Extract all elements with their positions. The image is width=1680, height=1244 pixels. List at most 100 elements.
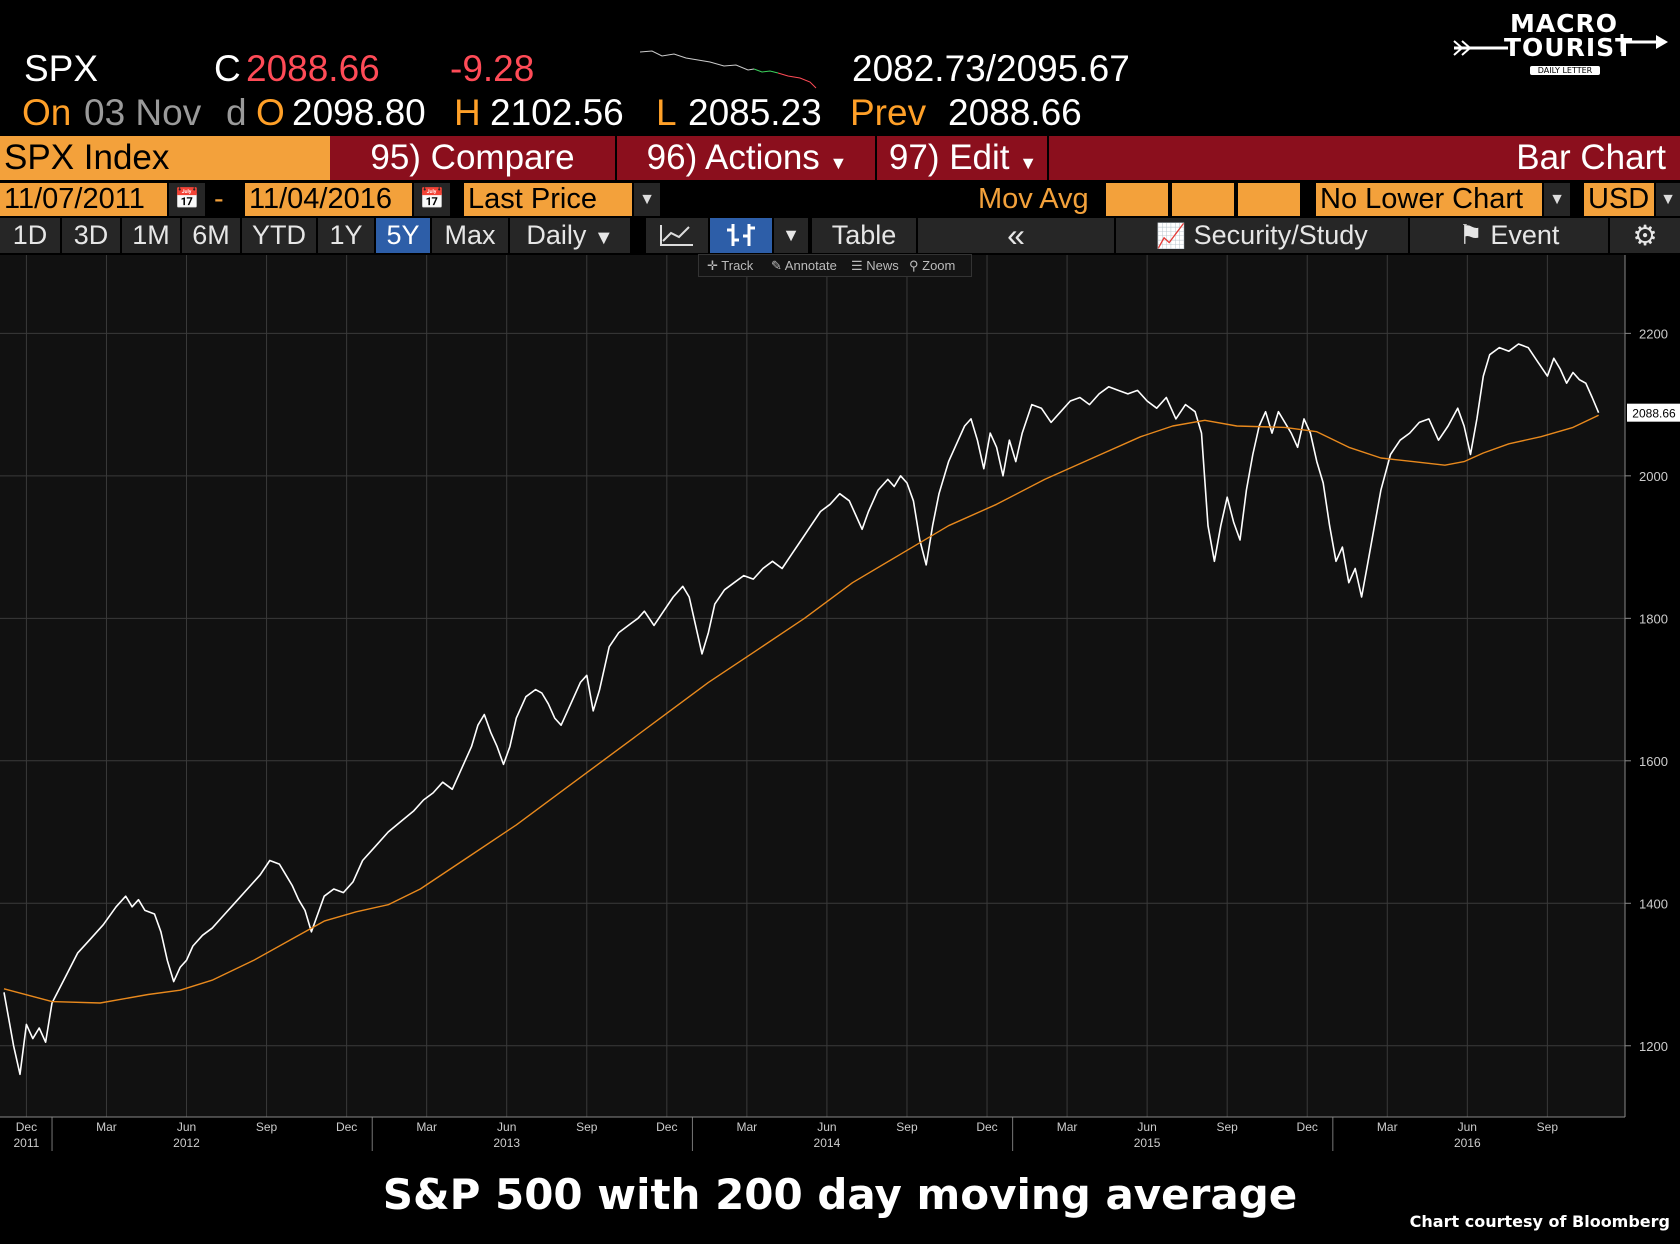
range-1m-button[interactable]: 1M — [122, 218, 180, 253]
event-label: Event — [1490, 220, 1560, 250]
start-date-field[interactable]: 11/07/2011 — [0, 183, 167, 216]
x-year-label: 2013 — [493, 1136, 520, 1150]
y-tick-label: 1400 — [1639, 896, 1668, 911]
x-month-label: Dec — [1297, 1120, 1318, 1134]
edit-label: 97) Edit — [888, 138, 1010, 177]
macro-tourist-logo: MACRO TOURIST DAILY LETTER — [1450, 11, 1670, 84]
table-button[interactable]: Table — [812, 218, 916, 253]
news-label: News — [866, 258, 899, 273]
x-month-label: Sep — [1216, 1120, 1238, 1134]
x-month-label: Dec — [16, 1120, 37, 1134]
range-3d-button[interactable]: 3D — [62, 218, 120, 253]
quote-date: 03 Nov — [84, 92, 202, 133]
y-tick-label: 2000 — [1639, 469, 1668, 484]
collapse-button[interactable]: « — [918, 218, 1114, 253]
chevron-down-icon[interactable]: ▼ — [1544, 183, 1570, 216]
field-selector[interactable]: Last Price — [464, 183, 632, 216]
high-label: H — [454, 92, 481, 133]
logo-line-2: TOURIST — [1504, 33, 1634, 62]
range-toolbar: 1D 3D 1M 6M YTD 1Y 5Y Max Daily ▼ ▼ Tabl… — [0, 218, 1680, 255]
date-separator: - — [214, 183, 224, 215]
chevron-down-icon: ▼ — [593, 227, 614, 249]
chevron-down-icon[interactable]: ▼ — [634, 183, 660, 216]
line-chart-icon[interactable] — [646, 218, 708, 253]
range-6m-button[interactable]: 6M — [182, 218, 240, 253]
gear-icon[interactable]: ⚙ — [1610, 218, 1680, 253]
edit-menu[interactable]: 97) Edit ▼ — [879, 136, 1049, 180]
annotate-tool[interactable]: ✎ Annotate — [771, 258, 837, 273]
frequency-dropdown[interactable]: Daily ▼ — [510, 218, 630, 253]
x-month-label: Sep — [256, 1120, 278, 1134]
range-max-button[interactable]: Max — [432, 218, 508, 253]
x-month-label: Mar — [1377, 1120, 1398, 1134]
chevron-down-icon: ▼ — [829, 153, 848, 173]
arrow-head-icon — [1620, 34, 1668, 52]
y-tick-label: 1800 — [1639, 611, 1668, 626]
study-param-1[interactable] — [1106, 183, 1168, 216]
x-month-label: Sep — [896, 1120, 918, 1134]
price-chart[interactable]: 1200 1400 1600 1800 2000 2200 Dec Mar Jun Sep Dec M… — [0, 255, 1680, 1155]
security-study-button[interactable]: 📈 Security/Study — [1116, 218, 1408, 253]
chart-credit: Chart courtesy of Bloomberg — [1409, 1212, 1670, 1231]
last-value-tag — [1627, 403, 1680, 422]
x-month-label: Mar — [1057, 1120, 1078, 1134]
calendar-icon[interactable]: 📅 — [414, 183, 450, 216]
moving-average-line — [3, 414, 1599, 1004]
range-5y-button[interactable]: 5Y — [376, 218, 430, 253]
event-button[interactable]: ⚑ Event — [1410, 218, 1608, 253]
ticker: SPX — [24, 48, 99, 89]
d-label: d — [226, 92, 247, 133]
actions-menu[interactable]: 96) Actions ▼ — [619, 136, 877, 180]
x-year-label: 2016 — [1454, 1136, 1481, 1150]
on-label: On — [22, 92, 72, 133]
chart-type-label[interactable]: Bar Chart — [1516, 138, 1666, 177]
chevron-down-icon: ▼ — [1019, 153, 1038, 173]
low-price: 2085.23 — [688, 92, 822, 133]
currency-selector[interactable]: USD — [1584, 183, 1654, 216]
end-date-field[interactable]: 11/04/2016 — [245, 183, 412, 216]
x-month-label: Sep — [576, 1120, 598, 1134]
security-study-label: Security/Study — [1193, 220, 1368, 250]
x-month-label: Sep — [1537, 1120, 1559, 1134]
lower-chart-selector[interactable]: No Lower Chart — [1316, 183, 1542, 216]
y-tick-label: 1600 — [1639, 754, 1668, 769]
close-label: C — [214, 48, 241, 89]
chart-caption: S&P 500 with 200 day moving average — [382, 1170, 1298, 1219]
y-tick-label: 1200 — [1639, 1039, 1668, 1054]
chevron-down-icon[interactable]: ▼ — [1656, 183, 1680, 216]
zoom-tool[interactable]: ⚲ Zoom — [909, 258, 956, 273]
range-1d-button[interactable]: 1D — [0, 218, 60, 253]
flag-icon: ⚑ — [1458, 220, 1483, 250]
study-param-2[interactable] — [1172, 183, 1234, 216]
last-value-label: 2088.66 — [1632, 407, 1676, 421]
news-tool[interactable]: ☰ News — [851, 258, 899, 273]
annotate-label: Annotate — [784, 258, 837, 273]
arrow-tail-icon — [1453, 40, 1508, 56]
sparkline-icon — [640, 50, 817, 89]
chevron-down-icon[interactable]: ▼ — [774, 218, 808, 253]
x-year-label: 2014 — [814, 1136, 841, 1150]
study-param-3[interactable] — [1238, 183, 1300, 216]
x-month-label: Mar — [416, 1120, 437, 1134]
bar-chart-icon[interactable] — [710, 218, 772, 253]
range-1y-button[interactable]: 1Y — [318, 218, 374, 253]
calendar-icon[interactable]: 📅 — [169, 183, 205, 216]
x-month-label: Jun — [817, 1120, 836, 1134]
menu-bar: SPX Index 95) Compare 96) Actions ▼ 97) … — [0, 136, 1680, 180]
prev-label: Prev — [850, 92, 927, 133]
x-month-label: Jun — [1458, 1120, 1477, 1134]
compare-button[interactable]: 95) Compare — [330, 136, 617, 180]
track-tool[interactable]: ✛ Track — [707, 258, 754, 273]
y-tick-label: 2200 — [1639, 326, 1668, 341]
zoom-label: Zoom — [922, 258, 956, 273]
open-label: O — [256, 92, 285, 133]
x-year-label: 2011 — [14, 1136, 40, 1150]
frequency-label: Daily — [526, 220, 587, 250]
range-ytd-button[interactable]: YTD — [242, 218, 316, 253]
low-label: L — [656, 92, 677, 133]
x-month-label: Dec — [336, 1120, 357, 1134]
actions-label: 96) Actions — [646, 138, 820, 177]
x-month-label: Dec — [656, 1120, 677, 1134]
security-field[interactable]: SPX Index — [0, 136, 330, 180]
parameters-bar: 11/07/2011 📅 - 11/04/2016 📅 Last Price ▼… — [0, 180, 1680, 218]
